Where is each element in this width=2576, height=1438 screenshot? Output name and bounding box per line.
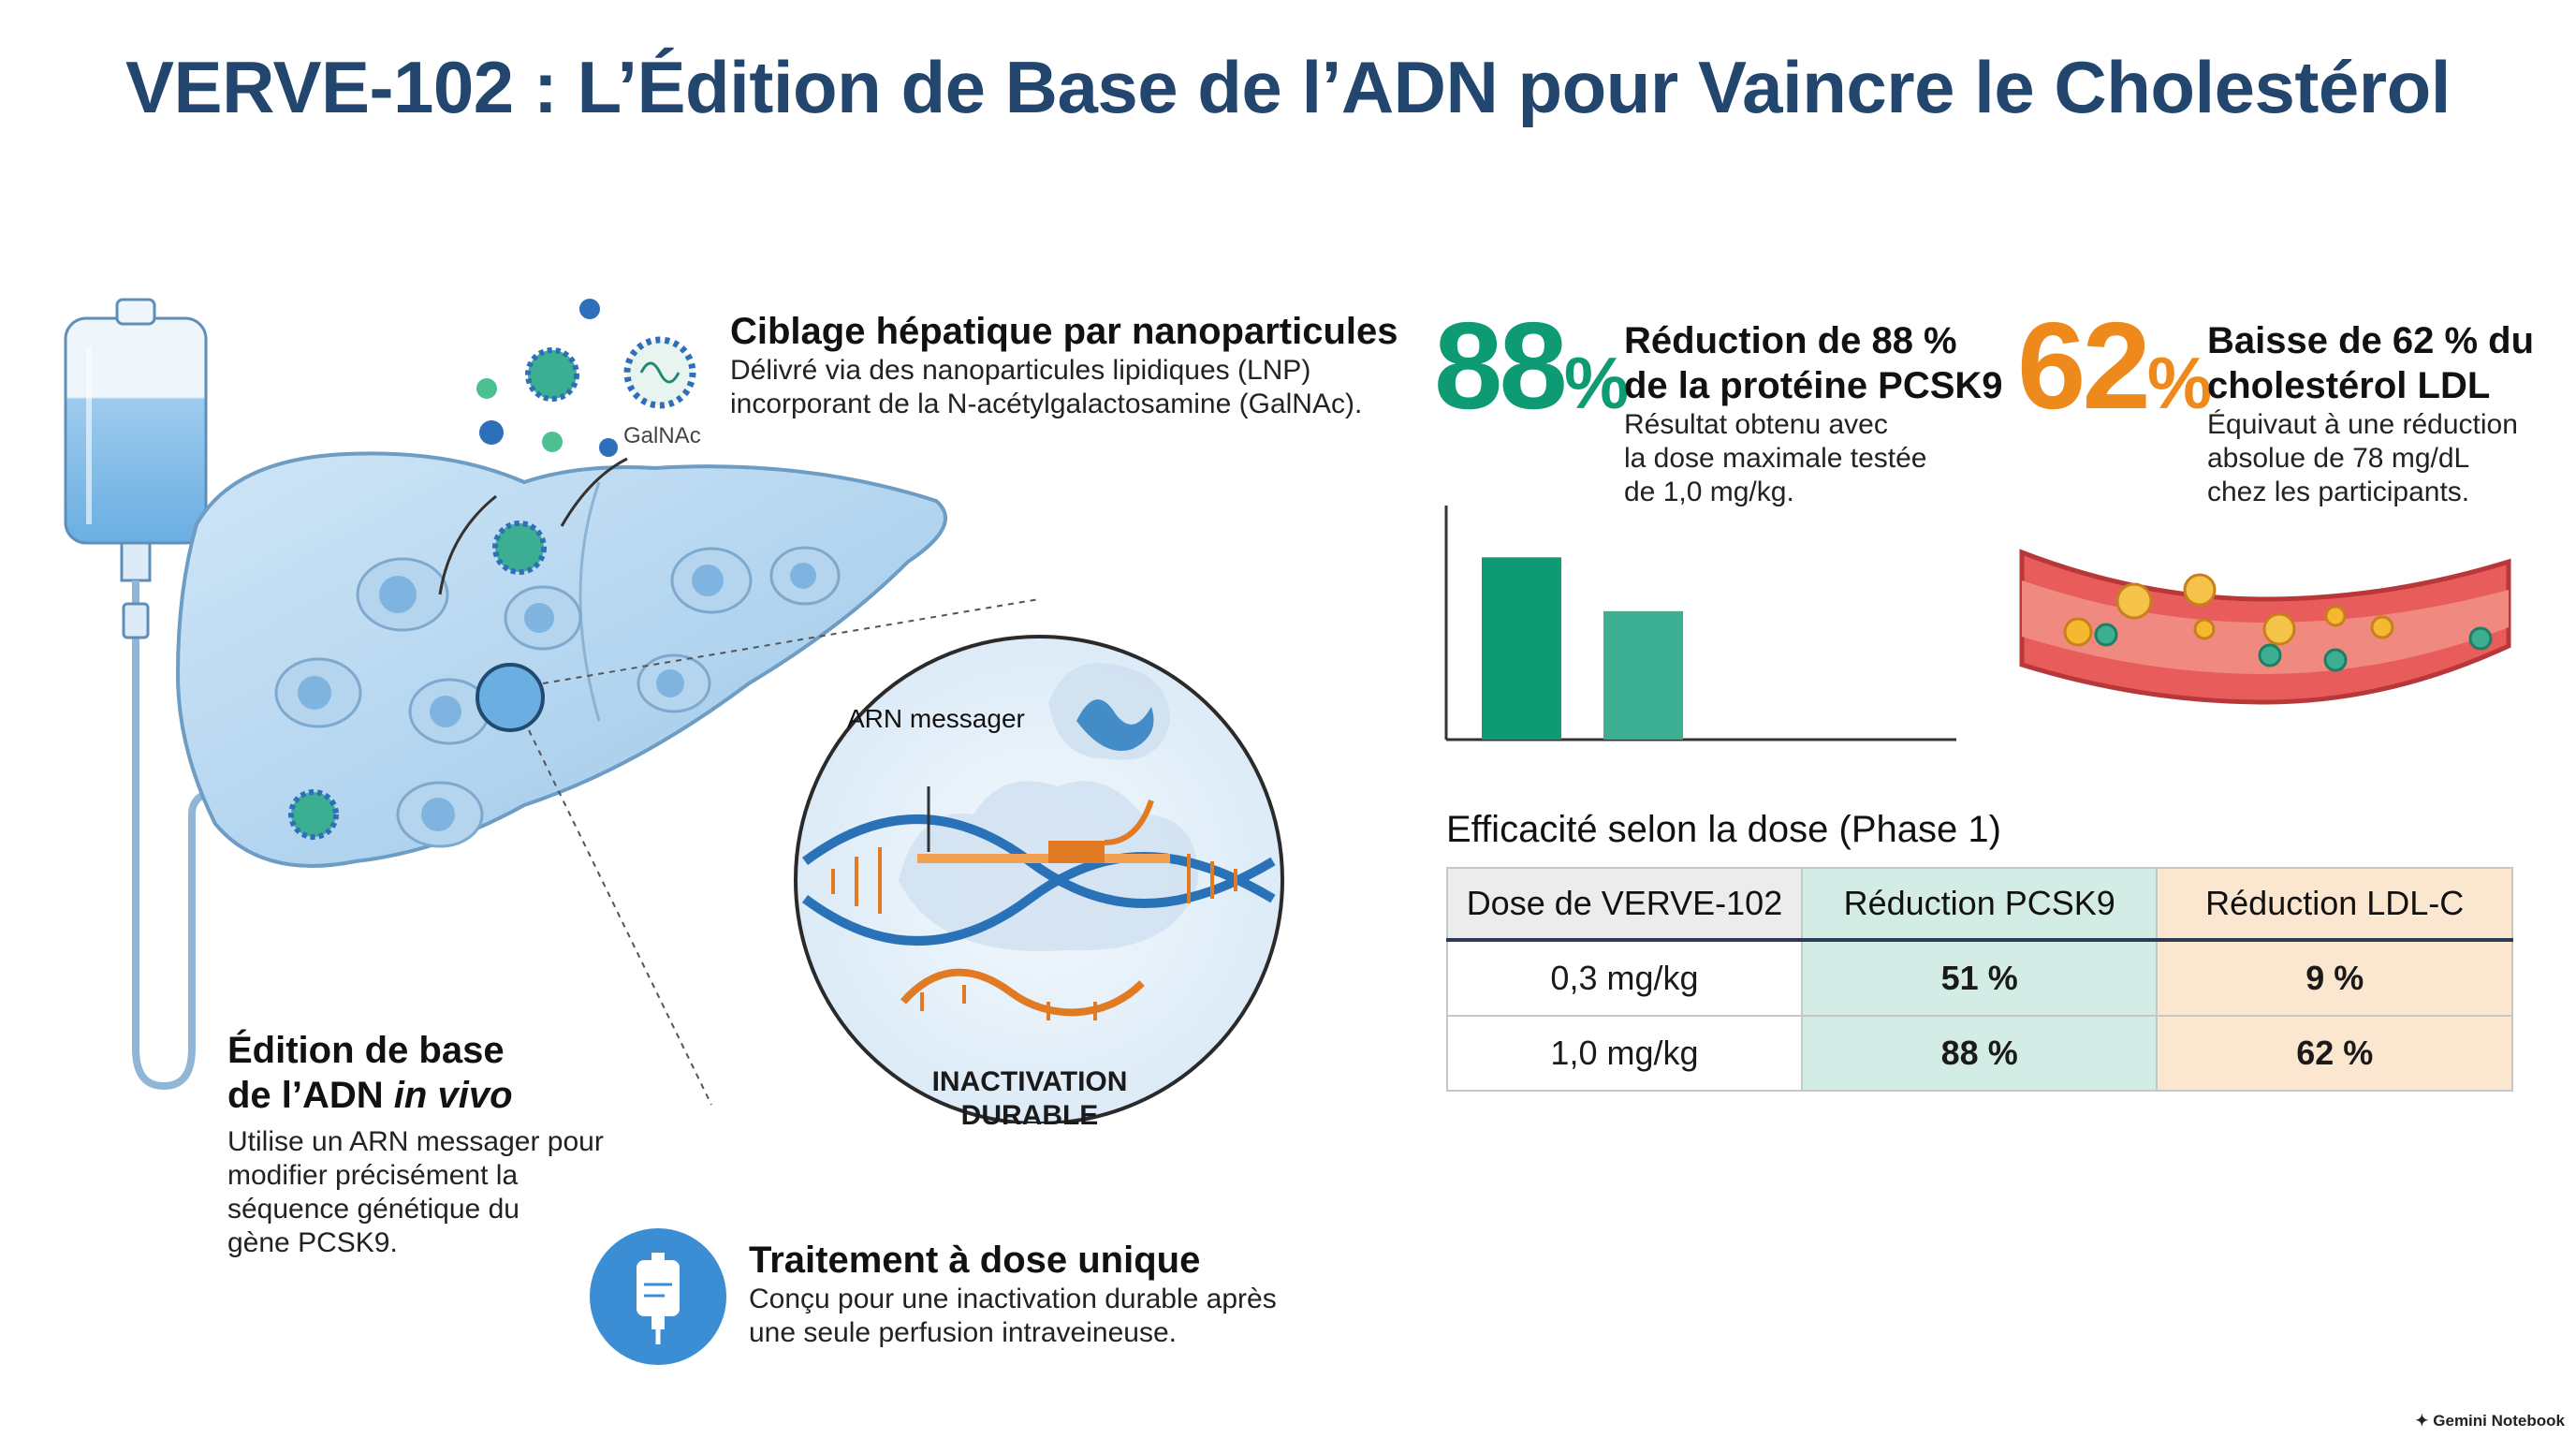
galnac-label: GalNAc <box>623 423 701 448</box>
iv-bag <box>64 298 262 1091</box>
table-title: Efficacité selon la dose (Phase 1) <box>1446 809 2001 850</box>
single-dose-line: Conçu pour une inactivation durable aprè… <box>749 1284 1277 1314</box>
bar-chart <box>1444 506 1956 741</box>
editing-heading-line2: de l’ADN in vivo <box>227 1073 604 1118</box>
table-row: 0,3 mg/kg 51 % 9 % <box>1446 938 2513 1017</box>
iv-bag-icon <box>590 1228 726 1365</box>
table-cell: 88 % <box>1800 1015 2159 1092</box>
brand-text: Gemini Notebook <box>2433 1412 2565 1430</box>
editing-block: Édition de base de l’ADN in vivo Utilise… <box>227 1028 604 1260</box>
ldl-line: absolue de 78 mg/dL <box>2207 443 2470 474</box>
editing-line: séquence génétique du <box>227 1194 520 1225</box>
table-cell: 9 % <box>2156 938 2513 1017</box>
liver <box>175 451 1040 1106</box>
table-cell: 51 % <box>1800 938 2159 1017</box>
editing-heading-prefix: de l’ADN <box>227 1075 394 1116</box>
pcsk9-line: de 1,0 mg/kg. <box>1624 477 1794 507</box>
editing-heading-italic: in vivo <box>393 1075 513 1116</box>
ldl-number: 62 <box>2017 297 2151 434</box>
single-dose-heading: Traitement à dose unique <box>749 1240 1201 1281</box>
targeting-line: incorporant de la N-acétylgalactosamine … <box>730 389 1363 419</box>
ldl-particles <box>2063 573 2493 672</box>
pcsk9-heading: Réduction de 88 % <box>1624 320 1957 361</box>
pcsk9-line: Résultat obtenu avec <box>1624 409 1888 440</box>
ldl-unit: % <box>2146 342 2213 424</box>
table-header: Dose de VERVE-102 <box>1446 867 1803 941</box>
bar <box>1482 557 1561 740</box>
pcsk9-stat-text: Réduction de 88 % de la protéine PCSK9 R… <box>1624 318 2003 509</box>
targeting-heading: Ciblage hépatique par nanoparticules <box>730 311 1398 352</box>
pcsk9-number: 88 <box>1434 297 1568 434</box>
ldl-line: Équivaut à une réduction <box>2207 409 2518 440</box>
page-title: VERVE-102 : L’Édition de Base de l’ADN p… <box>125 46 2451 128</box>
ldl-heading: Baisse de 62 % du <box>2207 320 2535 361</box>
ldl-line: chez les participants. <box>2207 477 2470 507</box>
single-dose-block: Traitement à dose unique Conçu pour une … <box>749 1238 1277 1350</box>
editing-line: gène PCSK9. <box>227 1227 398 1258</box>
durable-inactivation-label: INACTIVATION DURABLE <box>899 1065 1161 1133</box>
ldl-stat-number: 62% <box>2017 304 2213 465</box>
editing-line: modifier précisément la <box>227 1160 519 1191</box>
targeting-block: Ciblage hépatique par nanoparticules Dél… <box>730 309 1398 421</box>
pcsk9-unit: % <box>1563 342 1630 424</box>
targeting-line: Délivré via des nanoparticules lipidique… <box>730 355 1311 386</box>
brand-label: ✦ Gemini Notebook <box>2415 1412 2565 1431</box>
ldl-heading: cholestérol LDL <box>2207 365 2491 406</box>
single-dose-line: une seule perfusion intraveineuse. <box>749 1317 1177 1348</box>
bar <box>1603 610 1683 740</box>
brand-icon: ✦ <box>2415 1412 2434 1430</box>
table-cell: 1,0 mg/kg <box>1446 1015 1803 1092</box>
editing-line: Utilise un ARN messager pour <box>227 1126 604 1157</box>
table-header: Réduction PCSK9 <box>1800 867 2159 941</box>
zoom-circle <box>794 635 1284 1123</box>
ldl-stat-text: Baisse de 62 % du cholestérol LDL Équiva… <box>2207 318 2534 509</box>
pcsk9-heading: de la protéine PCSK9 <box>1624 365 2003 406</box>
blood-vessel-illustration <box>2019 549 2511 705</box>
table-header: Réduction LDL-C <box>2156 867 2513 941</box>
table-cell: 62 % <box>2156 1015 2513 1092</box>
table-cell: 0,3 mg/kg <box>1446 938 1803 1017</box>
result-line: INACTIVATION <box>931 1066 1128 1097</box>
nanoparticles <box>288 299 696 840</box>
table-header-row: Dose de VERVE-102 Réduction PCSK9 Réduct… <box>1446 867 2513 941</box>
result-line: DURABLE <box>960 1100 1099 1131</box>
mrna-label: ARN messager <box>847 704 1025 733</box>
pcsk9-line: la dose maximale testée <box>1624 443 1927 474</box>
dose-table: Dose de VERVE-102 Réduction PCSK9 Réduct… <box>1446 867 2513 1092</box>
pcsk9-stat-number: 88% <box>1434 304 1630 465</box>
editing-heading-line1: Édition de base <box>227 1030 505 1071</box>
table-row: 1,0 mg/kg 88 % 62 % <box>1446 1015 2513 1092</box>
liver-illustration <box>64 298 1284 1123</box>
